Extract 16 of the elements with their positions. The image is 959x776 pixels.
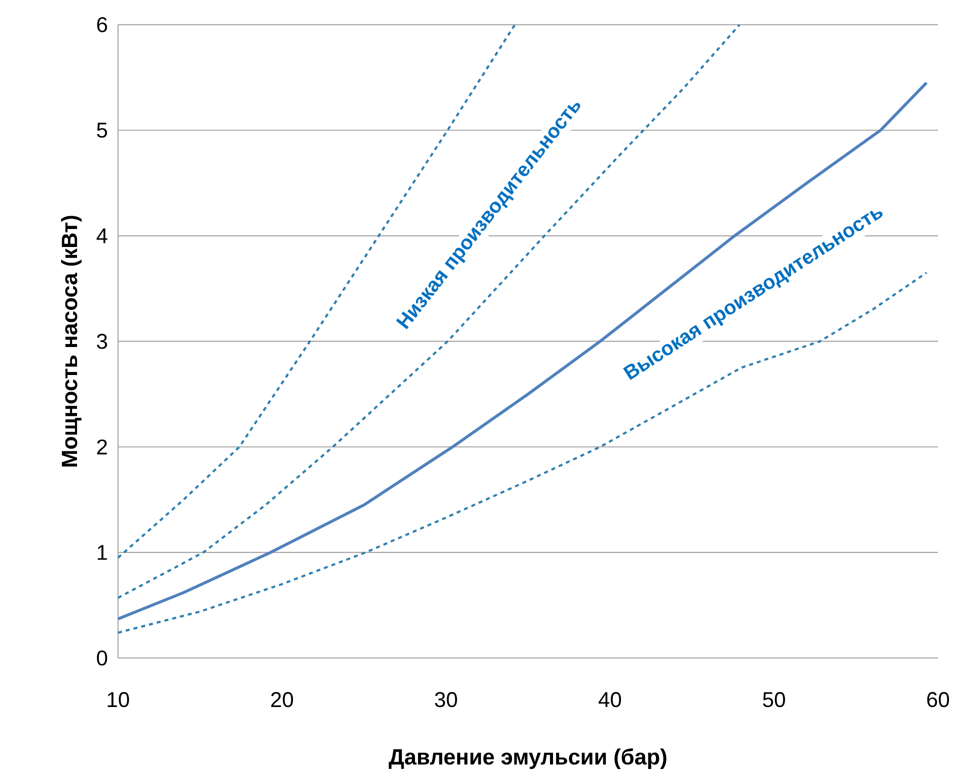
y-axis-title: Мощность насоса (кВт)	[61, 216, 82, 466]
x-tick-label: 20	[271, 692, 294, 708]
y-tick-label: 5	[96, 122, 108, 138]
x-axis-title: Давление эмульсии (бар)	[388, 748, 666, 769]
line-series	[118, 81, 928, 620]
x-tick-label: 40	[598, 692, 622, 708]
x-tick-label: 10	[108, 692, 130, 708]
y-tick-label: 3	[96, 334, 108, 349]
y-tick-label: 2	[97, 439, 107, 454]
x-tick-label: 60	[927, 692, 950, 708]
y-tick-label: 6	[97, 17, 108, 32]
x-tick-label: 50	[763, 692, 786, 708]
y-tick-label: 1	[98, 545, 107, 560]
y-tick-label: 4	[96, 228, 108, 244]
y-tick-label: 0	[96, 650, 108, 666]
x-tick-label: 30	[434, 692, 458, 708]
